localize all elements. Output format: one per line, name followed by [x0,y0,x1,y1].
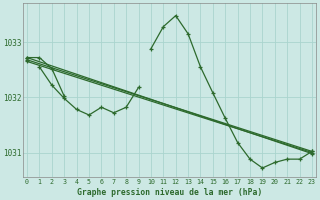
X-axis label: Graphe pression niveau de la mer (hPa): Graphe pression niveau de la mer (hPa) [77,188,262,197]
